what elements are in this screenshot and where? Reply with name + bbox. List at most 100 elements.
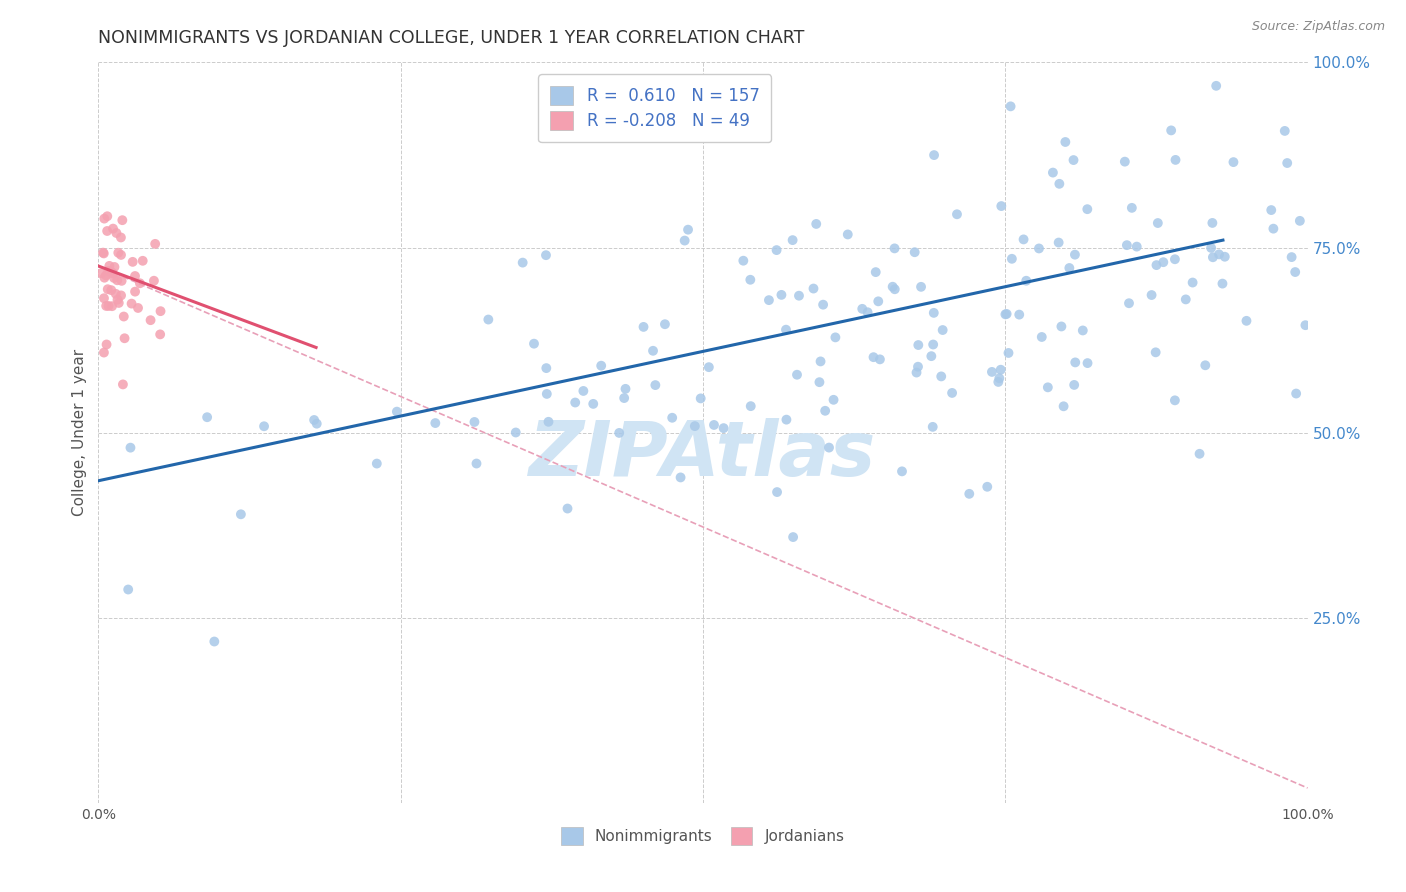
Point (195, 410, 218, 425)
Point (534, 248, 557, 262)
Point (129, 277, 152, 291)
Point (941, 386, 963, 401)
Point (463, 415, 485, 429)
Point (1059, 260, 1081, 275)
Point (921, 420, 943, 434)
Point (1012, 232, 1035, 246)
Point (803, 281, 825, 295)
Point (96, 299, 118, 313)
Point (931, 323, 953, 337)
Point (110, 288, 132, 302)
Point (1050, 319, 1073, 334)
Point (740, 273, 762, 287)
Y-axis label: College, Under 1 year: College, Under 1 year (72, 349, 87, 516)
Point (90, 266, 112, 280)
Point (775, 412, 797, 426)
Point (614, 382, 637, 396)
Point (1031, 330, 1053, 344)
Point (891, 464, 914, 478)
Point (1140, 288, 1163, 302)
Point (1174, 293, 1197, 307)
Point (1152, 255, 1174, 269)
Point (856, 305, 879, 319)
Point (1001, 252, 1024, 266)
Point (105, 226, 128, 240)
Point (786, 368, 808, 382)
Point (94, 268, 117, 283)
Point (851, 301, 873, 316)
Point (557, 501, 579, 516)
Text: Source: ZipAtlas.com: Source: ZipAtlas.com (1251, 20, 1385, 33)
Point (101, 265, 124, 279)
Point (229, 508, 252, 522)
Point (93, 211, 115, 226)
Point (111, 213, 134, 227)
Point (946, 207, 969, 221)
Point (865, 265, 887, 279)
Point (1118, 296, 1140, 310)
Point (149, 327, 172, 342)
Point (1115, 238, 1137, 252)
Point (1181, 276, 1204, 290)
Point (811, 298, 834, 312)
Point (1054, 135, 1077, 149)
Point (818, 441, 841, 455)
Point (1202, 250, 1225, 264)
Point (149, 304, 172, 318)
Point (1199, 241, 1222, 255)
Point (823, 392, 845, 407)
Point (770, 288, 793, 302)
Point (673, 234, 696, 248)
Point (107, 293, 129, 307)
Point (644, 378, 666, 392)
Point (1064, 355, 1087, 369)
Point (143, 236, 166, 251)
Text: ZIPAtlas: ZIPAtlas (529, 417, 877, 491)
Point (1164, 393, 1187, 408)
Point (922, 148, 945, 162)
Point (127, 301, 149, 315)
Point (883, 282, 905, 296)
Point (654, 317, 676, 331)
Point (1285, 386, 1308, 401)
Point (536, 361, 558, 376)
Point (1284, 265, 1306, 279)
Point (613, 391, 636, 405)
Point (697, 360, 720, 375)
Point (97, 299, 120, 313)
Point (766, 485, 789, 500)
Point (957, 487, 980, 501)
Point (101, 221, 124, 235)
Point (990, 362, 1012, 376)
Point (669, 470, 692, 484)
Point (1146, 258, 1168, 272)
Point (1063, 378, 1085, 392)
Point (775, 323, 797, 337)
Point (976, 480, 998, 494)
Point (907, 359, 929, 374)
Point (117, 582, 139, 597)
Point (824, 330, 846, 344)
Point (1274, 124, 1296, 138)
Point (1008, 308, 1031, 322)
Point (703, 417, 725, 432)
Point (1047, 177, 1070, 191)
Point (96, 337, 118, 351)
Point (1263, 221, 1285, 235)
Text: NONIMMIGRANTS VS JORDANIAN COLLEGE, UNDER 1 YEAR CORRELATION CHART: NONIMMIGRANTS VS JORDANIAN COLLEGE, UNDE… (98, 29, 804, 47)
Point (1160, 123, 1182, 137)
Point (1288, 214, 1310, 228)
Point (920, 349, 942, 363)
Point (1281, 250, 1303, 264)
Point (202, 634, 225, 648)
Point (988, 371, 1011, 385)
Point (101, 299, 124, 313)
Point (1146, 216, 1168, 230)
Point (782, 530, 804, 544)
Point (110, 248, 132, 262)
Point (1164, 252, 1187, 267)
Point (1047, 235, 1070, 250)
Point (862, 350, 884, 364)
Point (1277, 156, 1299, 170)
Point (105, 273, 128, 287)
